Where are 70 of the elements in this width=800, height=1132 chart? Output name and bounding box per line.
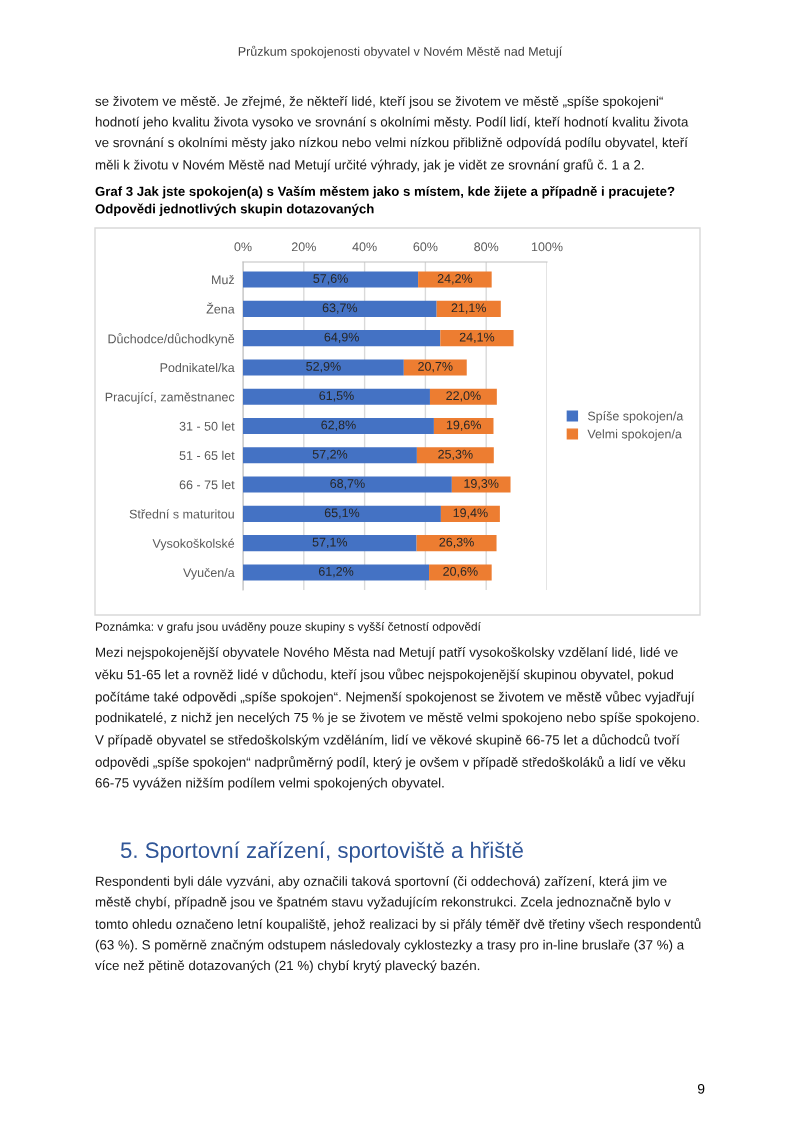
text: Průzkum spokojenosti obyvatel v Novém Městě nad Metují bbox=[238, 45, 563, 59]
y-tick-label: Střední s maturitou bbox=[129, 509, 234, 519]
bar bbox=[243, 330, 441, 347]
data-label: 25,3% bbox=[438, 449, 473, 461]
bar bbox=[243, 447, 417, 464]
y-tick-label: 66 - 75 let bbox=[179, 480, 235, 490]
data-label: 21,1% bbox=[451, 303, 486, 314]
bar bbox=[436, 300, 501, 317]
data-label: 19,3% bbox=[464, 479, 499, 490]
x-tick-label: 20% bbox=[291, 242, 316, 252]
y-tick-label: Vysokoškolské bbox=[152, 538, 235, 551]
y-tick-label: Vyučen/a bbox=[183, 567, 235, 580]
data-label: 52,9% bbox=[306, 361, 341, 373]
data-label: 65,1% bbox=[324, 508, 360, 519]
text: 9 bbox=[697, 1083, 705, 1094]
bar bbox=[416, 447, 494, 464]
x-tick-label: 80% bbox=[474, 242, 499, 252]
x-tick-label: 0% bbox=[234, 242, 252, 252]
y-tick-label: Pracující, zaměstnanec bbox=[105, 392, 235, 404]
bar bbox=[243, 388, 430, 405]
data-label: 61,2% bbox=[318, 566, 354, 578]
data-label: 22,0% bbox=[446, 391, 481, 402]
data-label: 19,4% bbox=[453, 508, 488, 519]
data-label: 24,2% bbox=[437, 274, 473, 285]
bar bbox=[243, 564, 430, 581]
bar bbox=[429, 564, 492, 581]
bar bbox=[403, 359, 467, 376]
data-label: 24,1% bbox=[459, 332, 495, 343]
text: se životem ve městě. Je zřejmé, že někteří lidé, kteří jsou se životem ve městě „spíše spokojeni“ hodnotí jeho kvalitu života vysoko ve srovnání s okolními městy. Podíl lidí, kteří hodnotí kvalitu života ve srovnání s okolními městy jako nízkou nebo velmi nízkou přibližně odpovídá podílu obyvatel, kteří měli k životu v Novém Městě nad Metují určité výhrady, jak je vidět ze srovnání grafů č. 1 a 2. bbox=[95, 96, 689, 173]
data-label: 61,5% bbox=[319, 391, 354, 402]
text: 5. Sportovní zařízení, sportoviště a hřiště bbox=[120, 841, 523, 863]
data-label: 57,1% bbox=[312, 537, 348, 548]
chart-title: Graf 3 Jak jste spokojen(a) s Vaším městem jako s místem, kde žijete a případně i pracujete? Odpovědi jednotlivých skupin dotazovaných bbox=[95, 186, 675, 217]
bar bbox=[416, 535, 497, 552]
bar bbox=[440, 505, 500, 522]
bar bbox=[451, 476, 511, 493]
data-label: 20,7% bbox=[418, 361, 453, 373]
x-tick-label: 60% bbox=[413, 242, 438, 252]
text: Respondenti byli dále vyzváni, aby označili taková sportovní (či oddechová) zařízení, která jim ve městě chybí, případně jsou ve špatném stavu vyžadujícím rekonstrukci. Zcela jednoznačně bylo v tomto ohledu označeno letní koupaliště, jehož realizaci by si přály téměř dvě třetiny všech respondentů (63 %). S poměrně značným odstupem následovaly cyklostezky a trasy pro in-line bruslaře (37 %) a více než pětině dotazovaných (21 %) chybí krytý plavecký bazén. bbox=[95, 876, 701, 973]
y-tick-label: Podnikatel/ka bbox=[160, 362, 235, 373]
y-tick-label: Důchodce/důchodkyně bbox=[108, 333, 235, 346]
bar bbox=[243, 476, 452, 493]
bar bbox=[243, 417, 434, 435]
text: Poznámka: v grafu jsou uváděny pouze skupiny s vyšší četností odpovědí bbox=[95, 622, 481, 634]
text: Mezi nejspokojenější obyvatele Nového Města nad Metují patří vysokoškolsky vzdělaní lidé, lidé ve věku 51-65 let a rovněž lidé v důchodu, kteří jsou vůbec nejspokojenější skupinou obyvatel, pokud počítáme také odpovědi „spíše spokojen“. Nejmenší spokojenost se životem ve městě vůbec vyjadřují podnikatelé, z nichž jen necelých 75 % je se životem ve městě velmi spokojeno nebo spíše spokojeno. V případě obyvatel se středoškolským vzděláním, lidí ve věkové skupině 66-75 let a důchodců tvoří odpovědi „spíše spokojen“ nadprůměrný podíl, který je ovšem v případě středoškoláků a lidí ve věku 66-75 vyvážen nižším podílem velmi spokojených obyvatel. bbox=[95, 647, 699, 791]
data-label: 62,8% bbox=[321, 420, 356, 431]
x-tick-label: 40% bbox=[352, 242, 377, 252]
data-label: 57,2% bbox=[312, 449, 348, 461]
y-tick-label: 31 - 50 let bbox=[179, 421, 235, 431]
bar bbox=[243, 271, 419, 288]
bar bbox=[243, 359, 404, 376]
y-tick-label: 51 - 65 let bbox=[179, 450, 235, 460]
y-tick-label: Žena bbox=[206, 302, 235, 314]
data-label: 26,3% bbox=[439, 537, 474, 548]
data-label: 63,7% bbox=[322, 303, 358, 314]
y-tick-label: Muž bbox=[212, 275, 235, 285]
data-label: 64,9% bbox=[324, 332, 359, 343]
data-label: 57,6% bbox=[313, 274, 348, 285]
data-label: 68,7% bbox=[330, 479, 365, 490]
bar bbox=[440, 330, 514, 347]
bar bbox=[243, 300, 437, 317]
bar bbox=[243, 535, 417, 552]
data-label: 20,6% bbox=[443, 566, 478, 578]
bar bbox=[243, 505, 441, 522]
legend-label: Spíše spokojen/a bbox=[587, 411, 684, 423]
x-tick-label: 100% bbox=[531, 242, 563, 252]
data-label: 19,6% bbox=[446, 420, 481, 431]
bar bbox=[429, 388, 497, 405]
bar bbox=[418, 271, 492, 288]
legend-label: Velmi spokojen/a bbox=[587, 429, 682, 441]
